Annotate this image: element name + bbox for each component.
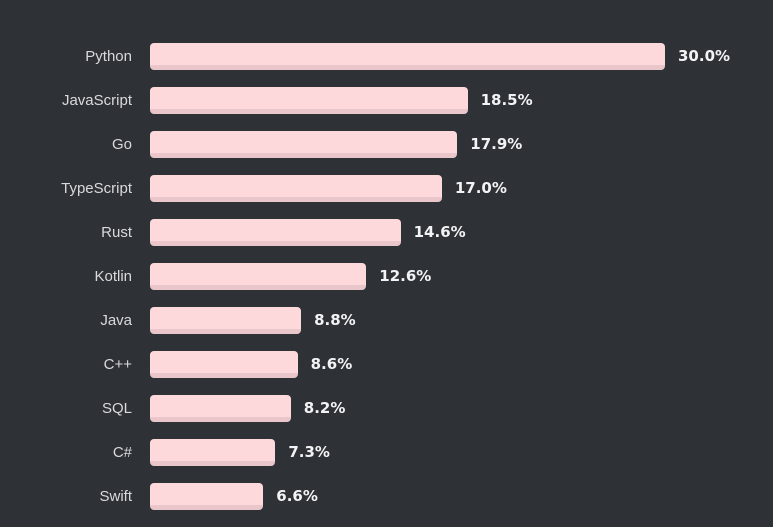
chart-row: SQL 8.2% — [0, 386, 773, 430]
category-label: Kotlin — [94, 267, 132, 285]
bar — [150, 174, 442, 202]
bar-area: 12.6% — [150, 254, 773, 298]
bar-area: 8.2% — [150, 386, 773, 430]
bar — [150, 306, 302, 334]
bar — [150, 42, 665, 70]
chart-plot-area: Python 30.0% JavaScript 18.5% Go 17.9% TypeScr… — [0, 34, 773, 518]
bar-area: 7.3% — [150, 430, 773, 474]
chart-row: TypeScript 17.0% — [0, 166, 773, 210]
value-label: 18.5% — [480, 90, 533, 109]
category-label: Rust — [101, 223, 132, 241]
bar-area: 30.0% — [150, 34, 773, 78]
category-label: JavaScript — [61, 91, 132, 109]
chart-row: Java 8.8% — [0, 298, 773, 342]
category-label: Java — [100, 311, 132, 329]
chart-row: C# 7.3% — [0, 430, 773, 474]
category-label: Python — [85, 47, 132, 65]
bar-area: 17.9% — [150, 122, 773, 166]
category-label: Go — [111, 135, 132, 153]
bar-area: 17.0% — [150, 166, 773, 210]
value-label: 8.6% — [310, 354, 353, 373]
bar-area: 6.6% — [150, 474, 773, 518]
bar-area: 18.5% — [150, 78, 773, 122]
value-label: 17.0% — [454, 178, 507, 197]
chart-row: JavaScript 18.5% — [0, 78, 773, 122]
bar — [150, 438, 276, 466]
bar — [150, 394, 291, 422]
chart-row: Swift 6.6% — [0, 474, 773, 518]
category-label: C# — [112, 443, 132, 461]
value-label: 7.3% — [288, 442, 330, 461]
category-label: TypeScript — [61, 179, 132, 197]
chart-row: C++ 8.6% — [0, 342, 773, 386]
bar — [150, 482, 264, 510]
chart-row: Python 30.0% — [0, 34, 773, 78]
value-label: 8.2% — [303, 398, 346, 417]
bar — [150, 262, 367, 290]
value-label: 14.6% — [413, 222, 466, 241]
category-label: Swift — [99, 487, 132, 505]
bar — [150, 218, 401, 246]
bar — [150, 350, 298, 378]
value-label: 6.6% — [276, 486, 318, 505]
value-label: 30.0% — [678, 46, 731, 65]
bar-area: 8.8% — [150, 298, 773, 342]
chart-row: Kotlin 12.6% — [0, 254, 773, 298]
value-label: 17.9% — [470, 134, 523, 153]
value-label: 8.8% — [314, 310, 356, 329]
bar — [150, 130, 458, 158]
bar — [150, 86, 468, 114]
chart-row: Go 17.9% — [0, 122, 773, 166]
bar-area: 14.6% — [150, 210, 773, 254]
category-label: SQL — [101, 399, 132, 417]
chart-row: Rust 14.6% — [0, 210, 773, 254]
category-label: C++ — [103, 355, 132, 373]
value-label: 12.6% — [379, 266, 432, 285]
bar-area: 8.6% — [150, 342, 773, 386]
